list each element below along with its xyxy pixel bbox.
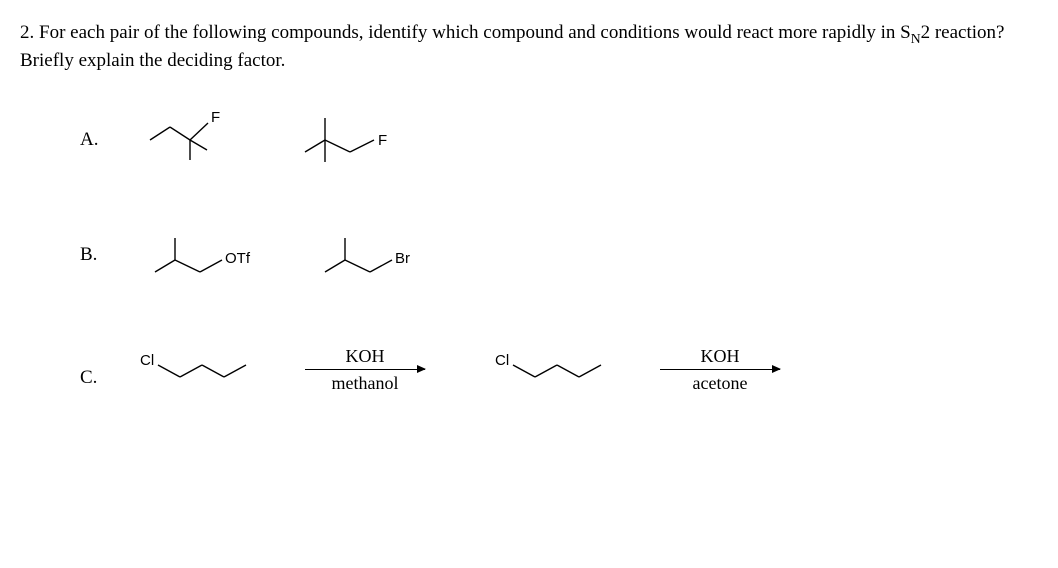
structure-a1: F xyxy=(140,105,290,175)
reagents-c1: KOH methanol xyxy=(305,346,425,394)
reagent-c1-top: KOH xyxy=(346,346,385,367)
row-b: B. OTf Br xyxy=(80,225,1038,285)
atom-f-1: F xyxy=(211,109,220,126)
structure-b2-svg: Br xyxy=(310,225,450,285)
question-number: 2. xyxy=(20,22,34,43)
question-body-1: For each pair of the following compounds… xyxy=(39,22,911,43)
row-c: C. Cl KOH methanol Cl KOH xyxy=(80,345,1038,395)
reagents-c2: KOH acetone xyxy=(660,346,780,394)
structure-c2: Cl xyxy=(495,345,635,395)
structure-c1-svg: Cl xyxy=(140,345,270,395)
structure-a2: F xyxy=(290,105,460,175)
atom-br: Br xyxy=(395,250,410,267)
atom-cl-2: Cl xyxy=(495,352,509,369)
structure-b1: OTf xyxy=(140,225,310,285)
row-a: A. F F xyxy=(80,105,1038,175)
atom-cl-1: Cl xyxy=(140,352,154,369)
reagent-c2-bottom: acetone xyxy=(693,373,748,394)
question-text: 2. For each pair of the following compou… xyxy=(20,20,1038,75)
atom-f-2: F xyxy=(378,132,387,149)
structure-c1: Cl xyxy=(140,345,280,395)
label-b: B. xyxy=(80,244,140,266)
structure-b2: Br xyxy=(310,225,480,285)
structure-c2-svg: Cl xyxy=(495,345,625,395)
atom-otf: OTf xyxy=(225,250,251,267)
structure-a1-svg: F xyxy=(140,105,250,175)
arrow-c1 xyxy=(305,369,425,370)
structure-b1-svg: OTf xyxy=(140,225,280,285)
sn2-sub: N xyxy=(911,31,921,46)
structure-a2-svg: F xyxy=(290,105,440,175)
label-c: C. xyxy=(80,367,140,389)
label-a: A. xyxy=(80,129,140,151)
arrow-c2 xyxy=(660,369,780,370)
reagent-c2-top: KOH xyxy=(701,346,740,367)
reagent-c1-bottom: methanol xyxy=(332,373,399,394)
